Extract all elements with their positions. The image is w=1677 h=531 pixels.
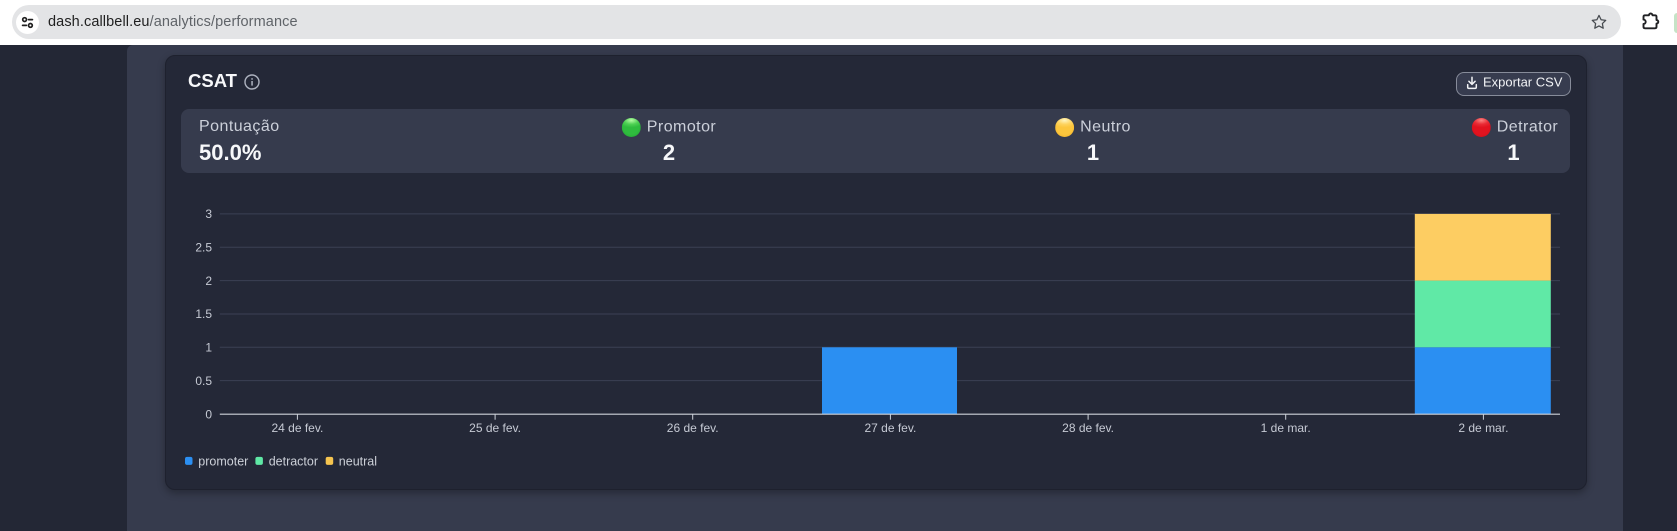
svg-text:Exportar CSV: Exportar CSV	[1483, 74, 1563, 89]
svg-text:24 de fev.: 24 de fev.	[271, 421, 323, 435]
svg-text:0.5: 0.5	[195, 374, 212, 388]
svg-text:0: 0	[205, 407, 212, 421]
svg-text:27 de fev.: 27 de fev.	[864, 421, 916, 435]
svg-text:neutral: neutral	[339, 454, 377, 468]
svg-text:promoter: promoter	[198, 454, 248, 468]
svg-text:2: 2	[205, 274, 212, 288]
svg-text:2.5: 2.5	[195, 241, 212, 255]
svg-text:1.5: 1.5	[195, 307, 212, 321]
svg-text:28 de fev.: 28 de fev.	[1062, 421, 1114, 435]
svg-text:2 de mar.: 2 de mar.	[1458, 421, 1508, 435]
svg-text:3: 3	[205, 207, 212, 221]
svg-text:26 de fev.: 26 de fev.	[667, 421, 719, 435]
svg-text:detractor: detractor	[269, 454, 318, 468]
svg-text:1: 1	[205, 341, 212, 355]
svg-text:1 de mar.: 1 de mar.	[1261, 421, 1311, 435]
svg-text:25 de fev.: 25 de fev.	[469, 421, 521, 435]
